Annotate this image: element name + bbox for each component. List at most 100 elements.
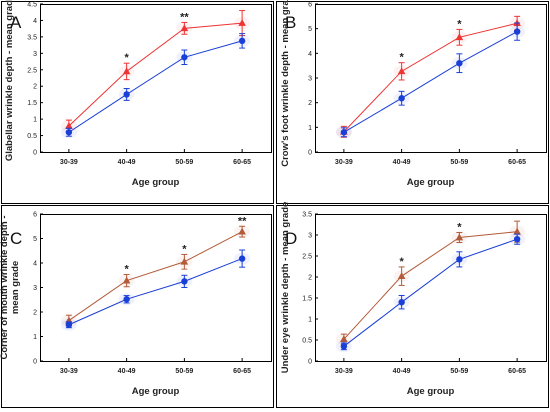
y-tick-label: 3 [308, 233, 312, 240]
triangle-marker [455, 233, 464, 241]
y-tick-label: 0 [33, 150, 37, 157]
x-tick-label: 30-39 [60, 368, 78, 375]
series-line [343, 31, 518, 133]
y-tick-label: 1.5 [302, 296, 312, 303]
series-upper [60, 225, 251, 327]
triangle-marker [65, 122, 73, 129]
circle-marker [238, 255, 246, 262]
y-tick-label: 3 [33, 51, 37, 58]
series-line [343, 22, 518, 133]
x-tick-label: 50-59 [175, 159, 193, 166]
panel-label: C [10, 229, 22, 248]
triangle-marker [238, 19, 246, 26]
triangle-marker [397, 272, 406, 279]
circle-marker [238, 37, 246, 45]
significance-marker: * [399, 52, 404, 64]
panel-label: D [285, 229, 297, 248]
x-axis-title: Age group [132, 177, 180, 188]
x-tick-label: 60-65 [508, 159, 526, 166]
chart-panel-a: 0 0.5 1 1.5 2 2.5 3 3.5 4 4.5 30-39 40-49 50-59 60-65… [1, 0, 274, 204]
triangle-marker [397, 67, 406, 75]
triangle-marker [122, 67, 131, 75]
panel-border [276, 205, 549, 408]
x-tick-label: 60-65 [233, 368, 251, 375]
y-axis-title: Crow's foot wrinkle depth - mean grade [280, 0, 291, 167]
x-tick-label: 40-49 [118, 368, 136, 375]
significance-marker: * [399, 256, 404, 268]
panel-label: A [10, 13, 22, 32]
series-line [68, 258, 243, 326]
circle-marker [456, 60, 463, 67]
circle-marker [398, 299, 405, 306]
y-tick-label: 3.5 [302, 212, 312, 219]
plot-area [315, 214, 547, 362]
series-lower [60, 249, 251, 331]
x-tick-label: 50-59 [175, 368, 193, 375]
circle-marker [456, 256, 463, 263]
circle-marker [340, 129, 348, 136]
y-tick-label: 0.5 [27, 133, 37, 140]
triangle-marker [238, 227, 246, 235]
triangle-marker [122, 276, 131, 284]
triangle-marker [455, 33, 464, 41]
x-tick-label: 40-49 [393, 368, 411, 375]
panel-border [1, 205, 274, 408]
series-lower [335, 233, 526, 353]
circle-marker [65, 321, 73, 328]
triangle-marker [180, 257, 189, 265]
circle-marker [123, 296, 130, 303]
y-tick-label: 0 [33, 359, 37, 366]
y-tick-label: 2 [33, 310, 37, 317]
y-tick-label: 1 [33, 334, 37, 341]
y-axis-title: Under eye wrinkle depth - mean grade [280, 202, 291, 374]
y-tick-label: 1.5 [27, 100, 37, 107]
circle-marker [65, 129, 73, 136]
significance-marker: ** [180, 11, 189, 23]
significance-marker: * [457, 221, 462, 233]
y-tick-label: 1 [33, 117, 37, 124]
y-tick-label: 0 [308, 359, 312, 366]
series-upper [335, 220, 526, 346]
y-tick-label: 5 [33, 236, 37, 243]
chart-panel-c: 0 1 2 3 4 5 6 30-39 40-49 50-59 60-65 Age group Corn… [0, 205, 274, 408]
panel-label: B [285, 13, 296, 32]
y-tick-label: 6 [33, 212, 37, 219]
y-tick-label: 4 [33, 261, 37, 268]
chart-panel-b: 0 1 2 3 4 5 6 30-39 40-49 50-59 60-65 Age group Crow… [276, 0, 549, 204]
y-tick-label: 3 [33, 285, 37, 292]
y-tick-label: 0.5 [302, 338, 312, 345]
x-axis-title: Age group [407, 386, 455, 397]
y-tick-label: 1 [308, 125, 312, 132]
series-line [68, 40, 243, 133]
x-axis-title: Age group [407, 177, 455, 188]
y-tick-label: 2.5 [302, 254, 312, 261]
x-axis-title: Age group [132, 386, 180, 397]
series-line [68, 22, 243, 127]
y-tick-label: 0 [308, 150, 312, 157]
y-tick-label: 2 [308, 100, 312, 107]
circle-marker [181, 54, 188, 61]
circle-marker [513, 28, 521, 35]
triangle-marker [180, 24, 189, 32]
x-tick-label: 40-49 [393, 159, 411, 166]
panel-border [1, 1, 274, 204]
circle-marker [181, 278, 188, 285]
y-tick-label: 2 [308, 275, 312, 282]
circle-marker [513, 236, 521, 243]
series-lower [60, 33, 251, 139]
y-axis-title: Glabellar wrinkle depth - mean grade [4, 0, 15, 161]
y-tick-label: 2 [33, 84, 37, 91]
series-line [68, 231, 243, 321]
y-tick-label: 3 [308, 76, 312, 83]
significance-marker: * [124, 52, 129, 64]
x-tick-label: 30-39 [60, 159, 78, 166]
circle-marker [398, 95, 405, 102]
y-tick-label: 5 [308, 26, 312, 33]
y-tick-label: 4 [308, 51, 312, 58]
triangle-marker [513, 227, 521, 235]
x-tick-label: 50-59 [450, 159, 468, 166]
triangle-marker [340, 335, 348, 342]
significance-marker: ** [238, 215, 247, 227]
plot-area [40, 4, 272, 153]
